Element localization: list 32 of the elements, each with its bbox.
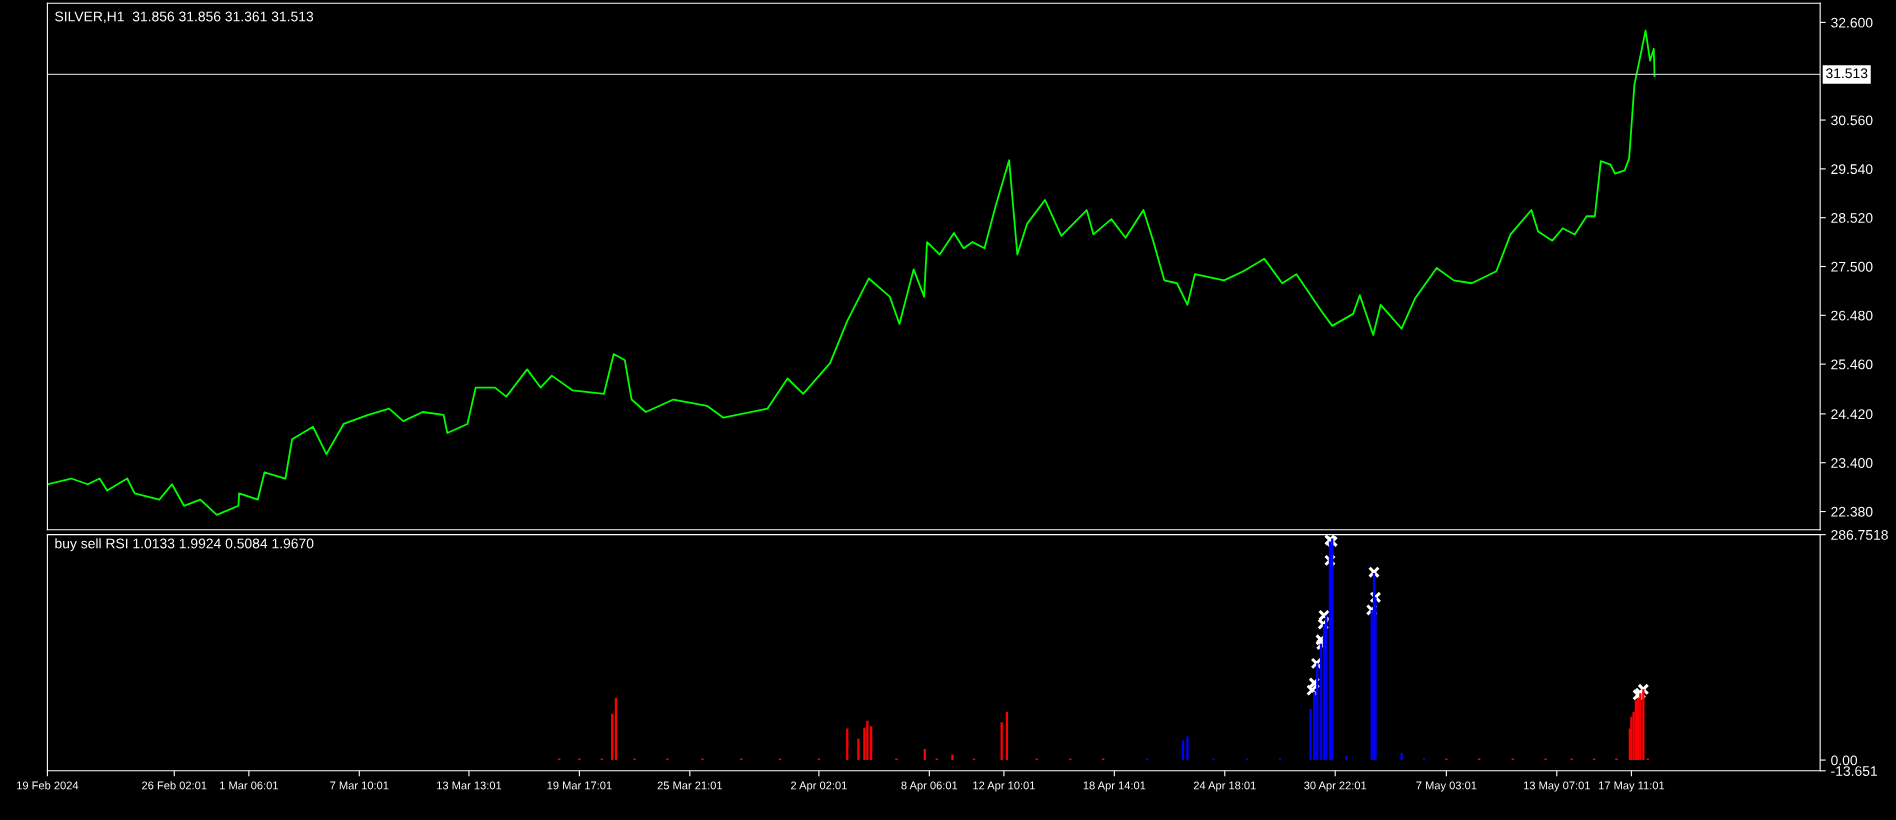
x-tick-label: 19 Mar 17:01 (547, 781, 612, 790)
y-tick-label: 24.420 (1831, 409, 1873, 420)
x-tick-label: 7 Mar 10:01 (330, 781, 389, 790)
x-tick-label: 30 Apr 22:01 (1304, 781, 1367, 792)
x-tick-label: 13 Mar 13:01 (437, 781, 502, 790)
y-tick-label: 30.560 (1831, 115, 1873, 126)
y-tick-label: 23.400 (1831, 458, 1873, 468)
x-tick-label: 13 May 07:01 (1523, 781, 1590, 792)
y-tick-label: 0.00 (1831, 755, 1858, 766)
y-tick-label: 26.480 (1831, 310, 1873, 321)
x-tick-label: 8 Apr 06:01 (901, 781, 958, 792)
x-tick-label: 7 May 03:01 (1416, 781, 1477, 792)
y-tick-label: 22.380 (1831, 506, 1873, 517)
x-tick-label: 12 Apr 10:01 (973, 781, 1035, 792)
y-tick-label: -13.651 (1831, 766, 1877, 776)
x-tick-label: 17 May 11:01 (1599, 781, 1665, 792)
x-tick-label: 25 Mar 21:01 (657, 781, 723, 790)
y-tick-label: 27.500 (1831, 261, 1873, 272)
x-tick-label: 18 Apr 14:01 (1083, 781, 1146, 792)
x-tick-label: 24 Apr 18:01 (1193, 781, 1256, 792)
chart-title: buy sell RSI 1.0133 1.9924 0.5084 1.9670 (55, 538, 314, 552)
y-tick-label: 29.540 (1831, 164, 1873, 175)
ref-line-label: 31.513 (1826, 68, 1868, 79)
y-tick-label: 25.460 (1831, 359, 1873, 370)
text: SILVER,H1 31.856 31.856 31.361 31.513 (55, 11, 314, 24)
x-tick-label: 1 Mar 06:01 (220, 781, 278, 790)
y-tick-label: 32.600 (1831, 17, 1873, 28)
x-tick-label: 2 Apr 02:01 (791, 781, 847, 792)
x-tick-label: 26 Feb 02:01 (142, 781, 207, 790)
y-tick-label: 286.7518 (1831, 529, 1888, 540)
x-tick-label: 19 Feb 2024 (17, 781, 79, 790)
y-tick-label: 28.520 (1831, 213, 1873, 223)
